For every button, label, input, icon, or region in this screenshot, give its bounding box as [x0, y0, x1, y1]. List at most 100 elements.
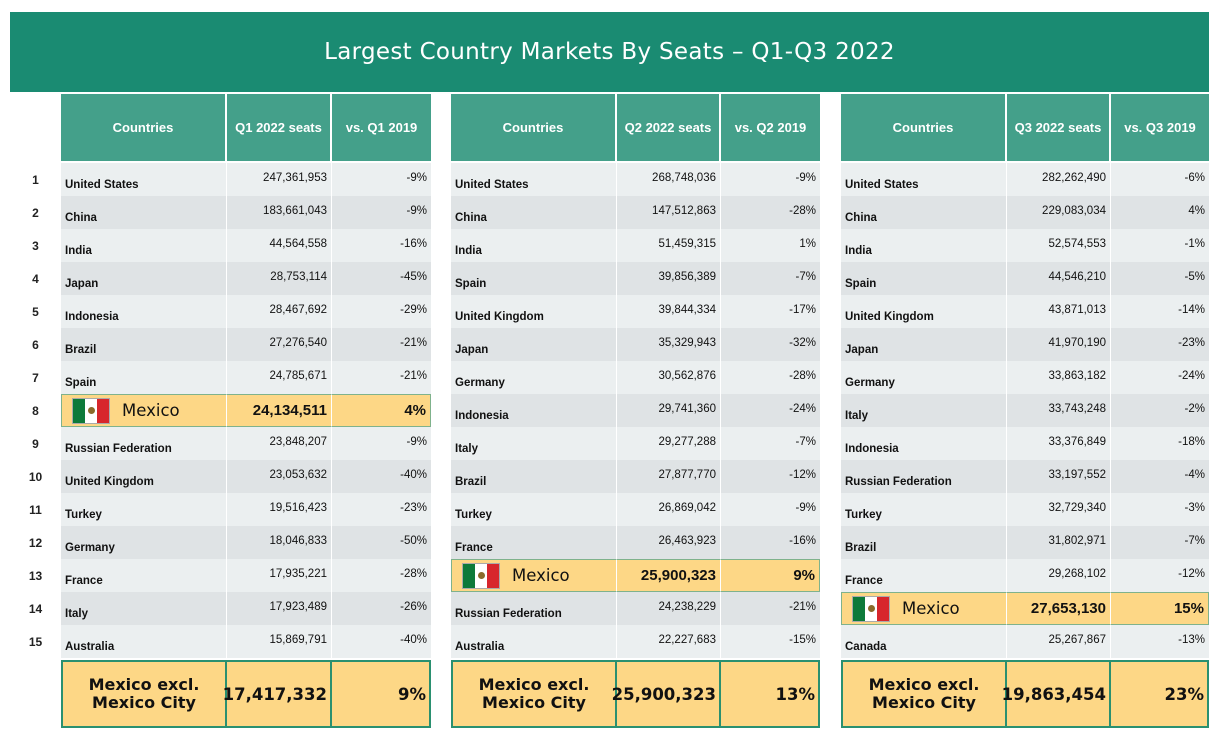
country-name: Brazil — [65, 344, 97, 356]
seats-cell: 30,562,876 — [617, 361, 721, 394]
country-cell: China — [61, 196, 227, 229]
header-countries: Countries — [841, 94, 1007, 161]
country-cell: United States — [841, 163, 1007, 196]
change-cell: -7% — [721, 427, 820, 460]
change-cell: -12% — [721, 460, 820, 493]
table-row: United Kingdom 39,844,334 -17% — [451, 295, 820, 328]
table-row: Germany 33,863,182 -24% — [841, 361, 1209, 394]
change-cell: -6% — [1111, 163, 1209, 196]
seats-cell: 27,653,130 — [1007, 592, 1111, 625]
change-cell: -21% — [332, 361, 431, 394]
footer-change: 23% — [1111, 660, 1209, 728]
rank-number: 1 — [32, 172, 39, 187]
table-header: Countries Q3 2022 seats vs. Q3 2019 — [841, 94, 1209, 161]
table-row: Italy 29,277,288 -7% — [451, 427, 820, 460]
table-row: Turkey 26,869,042 -9% — [451, 493, 820, 526]
country-cell: Turkey — [61, 493, 227, 526]
table-row: Turkey 19,516,423 -23% — [61, 493, 431, 526]
seats-cell: 229,083,034 — [1007, 196, 1111, 229]
country-cell: Mexico — [451, 559, 617, 592]
rank-number: 5 — [32, 304, 39, 319]
rank-number: 7 — [32, 370, 39, 385]
table-row: Germany 30,562,876 -28% — [451, 361, 820, 394]
seats-cell: 26,869,042 — [617, 493, 721, 526]
rank-number: 4 — [32, 271, 39, 286]
country-name: Italy — [455, 443, 479, 455]
change-cell: 15% — [1111, 592, 1209, 625]
header-change: vs. Q2 2019 — [721, 94, 820, 161]
footer-seats: 19,863,454 — [1002, 660, 1111, 728]
rank-number: 15 — [28, 634, 43, 649]
seats-cell: 32,729,340 — [1007, 493, 1111, 526]
change-cell: -7% — [721, 262, 820, 295]
seats-cell: 33,197,552 — [1007, 460, 1111, 493]
seats-cell: 25,900,323 — [617, 559, 721, 592]
seats-cell: 33,376,849 — [1007, 427, 1111, 460]
country-cell: Indonesia — [841, 427, 1007, 460]
country-name: India — [845, 245, 872, 257]
seats-cell: 33,863,182 — [1007, 361, 1111, 394]
table-row: France 29,268,102 -12% — [841, 559, 1209, 592]
seats-cell: 24,785,671 — [227, 361, 332, 394]
country-cell: Spain — [451, 262, 617, 295]
highlighted-row: Mexico 25,900,323 9% — [451, 559, 820, 592]
rank-number: 6 — [32, 337, 39, 352]
table-row: China 147,512,863 -28% — [451, 196, 820, 229]
rank-number: 13 — [28, 568, 43, 583]
header-countries: Countries — [451, 94, 617, 161]
rank-number: 11 — [29, 502, 42, 517]
country-cell: United States — [451, 163, 617, 196]
seats-cell: 28,467,692 — [227, 295, 332, 328]
seats-cell: 44,564,558 — [227, 229, 332, 262]
country-name: Germany — [845, 377, 895, 389]
change-cell: -28% — [721, 361, 820, 394]
change-cell: -26% — [332, 592, 431, 625]
seats-cell: 28,753,114 — [227, 262, 332, 295]
country-name: China — [65, 212, 97, 224]
table-row: France 17,935,221 -28% — [61, 559, 431, 592]
country-name: Spain — [455, 278, 487, 290]
change-cell: -13% — [1111, 625, 1209, 658]
change-cell: -28% — [332, 559, 431, 592]
change-cell: -18% — [1111, 427, 1209, 460]
country-cell: Spain — [61, 361, 227, 394]
change-cell: -9% — [332, 163, 431, 196]
country-name: United States — [65, 179, 139, 191]
table-row: Italy 33,743,248 -2% — [841, 394, 1209, 427]
change-cell: -9% — [721, 163, 820, 196]
table-row: United Kingdom 43,871,013 -14% — [841, 295, 1209, 328]
footer-label: Mexico excl. Mexico City — [841, 660, 1007, 728]
rank-number: 14 — [28, 601, 43, 616]
change-cell: -16% — [721, 526, 820, 559]
country-name: Indonesia — [845, 443, 899, 455]
seats-cell: 23,053,632 — [227, 460, 332, 493]
country-name: Brazil — [455, 476, 487, 488]
country-name: Canada — [845, 641, 887, 653]
table-row: Japan 41,970,190 -23% — [841, 328, 1209, 361]
change-cell: -23% — [1111, 328, 1209, 361]
table-row: Australia 22,227,683 -15% — [451, 625, 820, 658]
seats-cell: 29,741,360 — [617, 394, 721, 427]
country-cell: Brazil — [61, 328, 227, 361]
seats-cell: 24,238,229 — [617, 592, 721, 625]
country-cell: United States — [61, 163, 227, 196]
country-name: United Kingdom — [65, 476, 154, 488]
table-row: Spain 24,785,671 -21% — [61, 361, 431, 394]
country-cell: India — [451, 229, 617, 262]
footer-seats: 17,417,332 — [223, 660, 332, 728]
table-row: United States 247,361,953 -9% — [61, 163, 431, 196]
country-name: Russian Federation — [455, 608, 562, 620]
country-name: United States — [455, 179, 529, 191]
country-name: Turkey — [455, 509, 492, 521]
country-cell: Japan — [61, 262, 227, 295]
country-name: Brazil — [845, 542, 877, 554]
change-cell: -15% — [721, 625, 820, 658]
table-row: Spain 44,546,210 -5% — [841, 262, 1209, 295]
mexico-flag-icon — [462, 562, 500, 589]
seats-cell: 19,516,423 — [227, 493, 332, 526]
country-cell: Australia — [451, 625, 617, 658]
change-cell: -7% — [1111, 526, 1209, 559]
country-cell: Russian Federation — [841, 460, 1007, 493]
table-row: Spain 39,856,389 -7% — [451, 262, 820, 295]
country-name: Spain — [845, 278, 877, 290]
